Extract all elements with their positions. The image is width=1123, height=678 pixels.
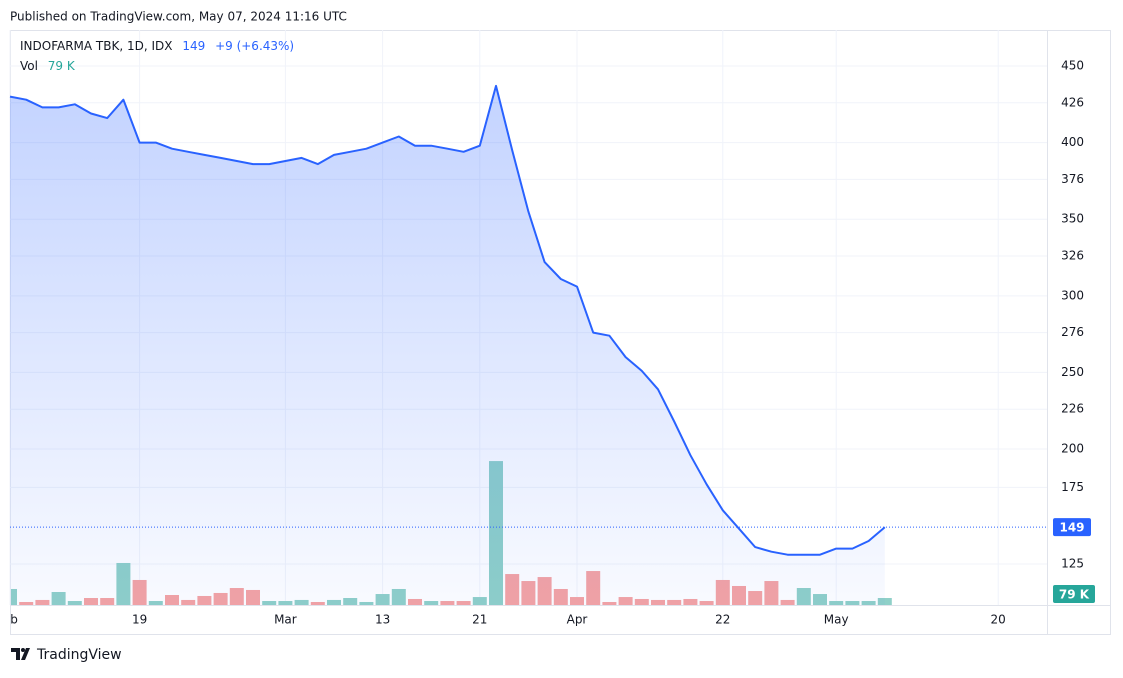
x-tick-label: 20 [991,613,1006,627]
x-tick-label: 19 [132,613,147,627]
x-tick-label: b [10,613,18,627]
y-tick-label: 300 [1061,288,1084,302]
x-tick-label: 22 [715,613,730,627]
x-tick-label: 21 [472,613,487,627]
y-tick-label: 276 [1061,325,1084,339]
logo-dot [21,648,25,652]
y-tick-label: 125 [1061,556,1084,570]
y-tick-label: 376 [1061,172,1084,186]
price-badge-label: 149 [1059,521,1084,535]
legend-title: INDOFARMA TBK, 1D, IDX 149 +9 (+6.43%) [20,39,294,53]
volume-badge [1053,585,1095,604]
volume-name: Vol [20,59,38,73]
y-tick-label: 326 [1061,248,1084,262]
plot [9,84,892,605]
y-tick-label: 250 [1061,365,1084,379]
x-tick-label: Apr [567,613,588,627]
y-tick-label: 200 [1061,442,1084,456]
logo-mark [11,648,30,660]
last-value: 149 [182,39,205,53]
area-fill [10,85,885,605]
change: +9 (+6.43%) [215,39,294,53]
price-line [9,84,886,556]
x-tick-label: Mar [274,613,297,627]
volume-legend: Vol 79 K [20,59,76,73]
volume-last: 79 K [48,59,76,73]
y-tick-label: 175 [1061,480,1084,494]
y-tick-label: 226 [1061,402,1084,416]
x-tick-label: May [824,613,849,627]
y-tick-label: 450 [1061,59,1084,73]
grid [9,30,1047,605]
y-tick-label: 400 [1061,135,1084,149]
y-tick-label: 350 [1061,212,1084,226]
symbol: INDOFARMA TBK, 1D, IDX [20,39,173,53]
price-badge [1053,518,1091,537]
brand: TradingView [36,647,122,663]
y-tick-label: 426 [1061,95,1084,109]
volume-badge-label: 79 K [1059,588,1090,602]
logo: TradingView [11,647,122,663]
x-tick-label: 13 [375,613,390,627]
published-note: Published on TradingView.com, May 07, 20… [10,10,347,24]
